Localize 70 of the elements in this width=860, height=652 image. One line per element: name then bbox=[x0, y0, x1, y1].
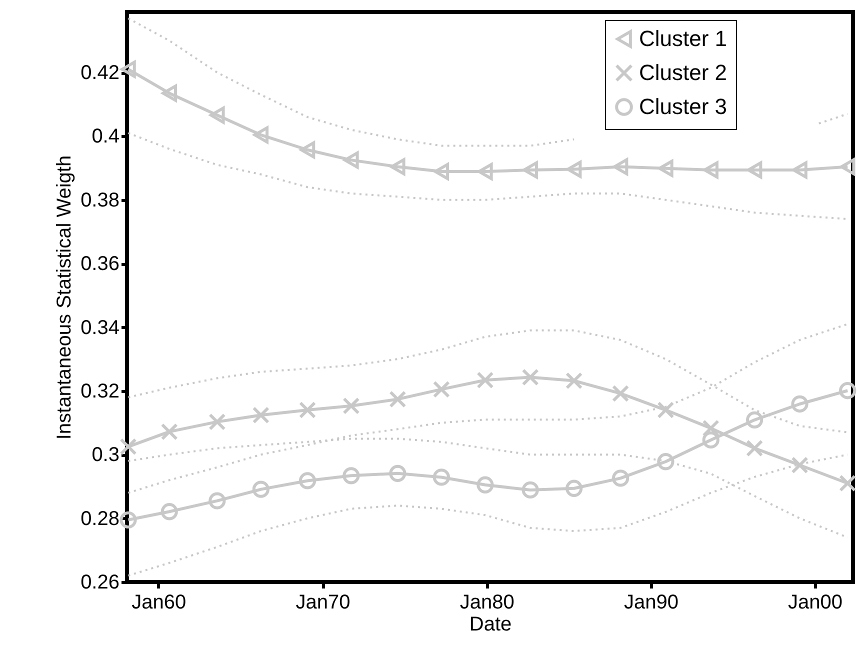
point bbox=[208, 413, 226, 430]
point bbox=[342, 467, 360, 484]
point bbox=[839, 382, 856, 400]
point bbox=[612, 470, 630, 487]
point bbox=[565, 372, 583, 390]
y-tick-label: 0.36 bbox=[80, 253, 120, 276]
point bbox=[566, 160, 582, 178]
point bbox=[208, 492, 226, 510]
point bbox=[434, 162, 450, 180]
point bbox=[476, 372, 494, 389]
point bbox=[612, 158, 628, 176]
point bbox=[389, 390, 406, 408]
point bbox=[791, 395, 808, 413]
y-tick-label: 0.32 bbox=[80, 380, 120, 402]
point bbox=[792, 161, 808, 179]
point bbox=[839, 474, 856, 492]
point bbox=[432, 468, 450, 486]
point bbox=[390, 158, 406, 176]
point bbox=[522, 481, 539, 499]
y-tick-label: 0.34 bbox=[80, 316, 120, 339]
point bbox=[298, 401, 316, 419]
point bbox=[120, 438, 137, 456]
point bbox=[253, 126, 269, 144]
x-tick-label: Jan90 bbox=[624, 592, 678, 614]
point bbox=[746, 411, 764, 428]
y-tick-label: 0.26 bbox=[80, 572, 120, 594]
point bbox=[162, 84, 177, 102]
y-tick-label: 0.3 bbox=[92, 444, 120, 466]
y-tick-label: 0.42 bbox=[80, 62, 120, 84]
y-axis-title: Instantaneous Statistical Weigth bbox=[54, 155, 76, 440]
y-tick-label: 0.38 bbox=[80, 189, 120, 212]
point bbox=[612, 384, 630, 402]
y-tick-label: 0.4 bbox=[92, 126, 120, 148]
point bbox=[160, 423, 178, 440]
point bbox=[565, 480, 583, 497]
point bbox=[746, 161, 762, 179]
point bbox=[478, 162, 493, 180]
point bbox=[389, 464, 406, 482]
point bbox=[840, 158, 856, 176]
point bbox=[657, 401, 674, 419]
point bbox=[432, 380, 450, 398]
x-tick-label: Jan70 bbox=[296, 592, 350, 614]
point bbox=[120, 511, 137, 528]
point bbox=[160, 503, 178, 520]
point bbox=[300, 141, 316, 158]
point bbox=[522, 161, 538, 179]
point bbox=[657, 453, 674, 470]
point bbox=[252, 406, 270, 424]
point bbox=[344, 152, 359, 169]
point bbox=[476, 476, 494, 494]
point bbox=[746, 440, 764, 457]
point bbox=[298, 472, 316, 490]
x-axis-title: Date bbox=[469, 614, 512, 636]
legend-label: Cluster 1 bbox=[639, 26, 728, 51]
point bbox=[791, 456, 808, 474]
y-tick-label: 0.28 bbox=[80, 508, 120, 530]
point bbox=[342, 397, 360, 414]
point bbox=[702, 431, 720, 449]
point bbox=[658, 160, 674, 177]
point bbox=[522, 368, 539, 386]
point bbox=[703, 161, 718, 179]
x-tick-label: Jan80 bbox=[460, 592, 514, 614]
legend-label: Cluster 2 bbox=[639, 60, 728, 85]
point bbox=[210, 106, 225, 124]
point bbox=[252, 480, 270, 498]
legend-label: Cluster 3 bbox=[639, 94, 728, 119]
point bbox=[120, 60, 136, 78]
point bbox=[702, 420, 720, 437]
x-tick-label: Jan00 bbox=[788, 592, 843, 614]
x-tick-label: Jan60 bbox=[132, 592, 186, 614]
